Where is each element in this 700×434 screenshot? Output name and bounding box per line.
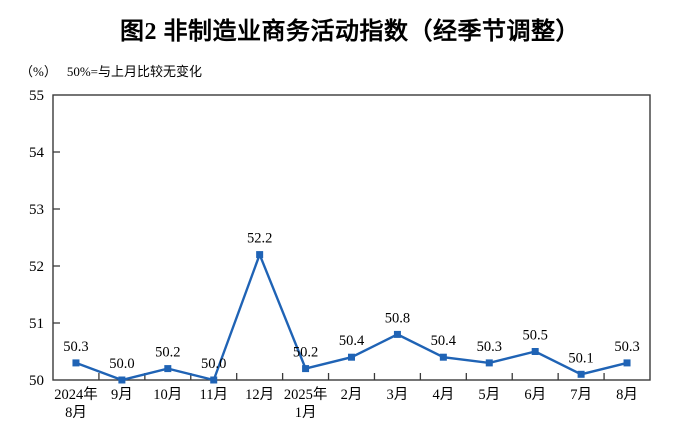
x-tick-label: 8月 (616, 387, 638, 403)
series-line (75, 251, 628, 382)
value-label: 50.4 (339, 333, 365, 349)
x-tick-label: 8月 (65, 405, 87, 421)
y-tick-label: 53 (29, 202, 44, 218)
value-label: 50.0 (201, 356, 226, 372)
data-point-marker (393, 330, 401, 338)
data-point-marker (485, 359, 493, 367)
data-point-marker (72, 359, 80, 367)
value-label: 50.0 (109, 356, 134, 372)
data-point-marker (118, 376, 126, 384)
value-label: 50.3 (614, 339, 639, 355)
x-tick-label: 10月 (153, 387, 182, 403)
line-chart: 50 51 52 53 54 55 2024年 8月 9月 10月 11月 12月 2025年 1月 2月 3… (29, 88, 651, 421)
chart-title: 图2 非制造业商务活动指数（经季节调整） (120, 19, 580, 45)
value-label: 50.1 (568, 350, 593, 366)
x-tick-label: 7月 (570, 387, 592, 403)
y-tick-label: 54 (29, 145, 45, 161)
data-point-marker (210, 376, 218, 384)
x-tick-label: 12月 (245, 387, 274, 403)
value-label: 50.3 (477, 339, 502, 355)
x-tick-label: 2024年 (54, 386, 98, 403)
x-tick-label: 5月 (478, 387, 500, 403)
x-tick-label: 9月 (111, 387, 133, 403)
value-label: 50.2 (293, 345, 318, 361)
data-point-marker (577, 370, 585, 378)
x-tick-label: 11月 (199, 387, 227, 403)
value-label: 50.2 (155, 345, 180, 361)
data-point-marker (531, 348, 539, 355)
value-label: 52.2 (247, 231, 272, 247)
x-tick-label: 2月 (341, 387, 363, 403)
x-tick-label: 6月 (524, 387, 546, 403)
y-axis-unit-label: （%） (20, 64, 57, 79)
value-label: 50.3 (63, 339, 88, 355)
data-point-marker (164, 365, 172, 373)
y-tick-label: 55 (29, 88, 44, 104)
y-tick-label: 52 (29, 259, 44, 275)
value-label: 50.5 (523, 328, 548, 344)
y-tick-label: 51 (29, 316, 44, 332)
value-label: 50.8 (385, 310, 410, 326)
x-tick-label: 1月 (295, 405, 317, 421)
baseline-note: 50%=与上月比较无变化 (66, 64, 203, 79)
value-label: 50.4 (431, 333, 457, 349)
plot-border (52, 94, 651, 381)
x-tick-label: 3月 (387, 387, 409, 403)
x-tick-label: 4月 (432, 387, 454, 403)
data-point-marker (302, 365, 310, 373)
data-point-marker (623, 359, 631, 367)
data-point-marker (256, 251, 264, 259)
data-point-marker (348, 353, 355, 361)
y-tick-label: 50 (29, 373, 44, 389)
x-tick-label: 2025年 (284, 386, 328, 403)
data-point-marker (439, 353, 447, 361)
chart-subtitle: （%） 50%=与上月比较无变化 (20, 61, 202, 80)
